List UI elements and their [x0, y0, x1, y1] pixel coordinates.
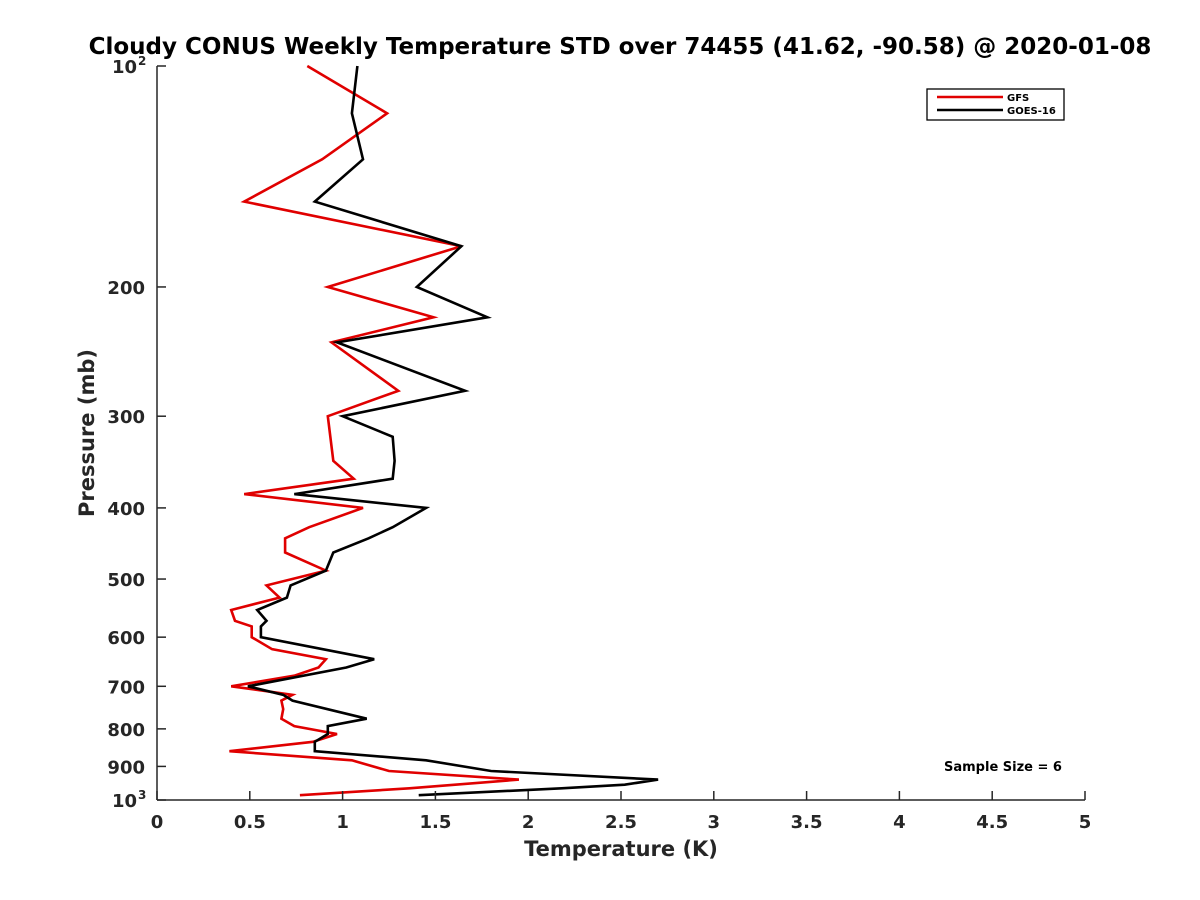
- y-tick-label: 900: [107, 757, 145, 778]
- plot-area: [229, 64, 659, 797]
- x-tick-label: 1.5: [419, 812, 451, 833]
- legend-label-gfs: GFS: [1007, 93, 1029, 104]
- x-tick-label: 2: [522, 812, 535, 833]
- chart-title: Cloudy CONUS Weekly Temperature STD over…: [89, 34, 1152, 60]
- legend: GFS GOES-16: [926, 88, 1065, 121]
- series-line-gfs: [229, 64, 520, 797]
- x-tick-label: 2.5: [605, 812, 637, 833]
- y-tick-label-base: 10: [112, 791, 137, 812]
- x-tick-label: 5: [1079, 812, 1092, 833]
- x-ticks: 0 0.5 1 1.5 2 2.5 3 3.5 4 4.5 5: [151, 791, 1092, 833]
- y-tick-label-exponent: 2: [138, 54, 146, 68]
- series-layer: [229, 64, 659, 797]
- sample-size-annotation: Sample Size = 6: [944, 760, 1062, 775]
- y-tick-label-base: 10: [112, 57, 137, 78]
- y-tick-label: 300: [107, 407, 145, 428]
- x-axis-label: Temperature (K): [524, 837, 718, 861]
- x-tick-label: 4.5: [976, 812, 1008, 833]
- x-tick-label: 3.5: [791, 812, 823, 833]
- y-tick-label-exponent: 3: [138, 788, 146, 802]
- y-axis-label: Pressure (mb): [75, 349, 99, 517]
- y-tick-label: 200: [107, 278, 145, 299]
- x-tick-label: 4: [893, 812, 906, 833]
- y-tick-label-power: 10 2: [112, 54, 146, 78]
- y-tick-label: 500: [107, 570, 145, 591]
- y-tick-label-power: 10 3: [112, 788, 146, 812]
- y-tick-label: 700: [107, 677, 145, 698]
- x-tick-label: 1: [336, 812, 349, 833]
- legend-label-goes-16: GOES-16: [1007, 106, 1056, 117]
- series-line-goes-16: [247, 65, 659, 797]
- x-tick-label: 0.5: [234, 812, 266, 833]
- x-tick-label: 0: [151, 812, 164, 833]
- legend-box: [926, 88, 1065, 121]
- y-tick-label: 400: [107, 499, 145, 520]
- y-tick-label: 600: [107, 628, 145, 649]
- y-tick-label: 800: [107, 720, 145, 741]
- axes: 0 0.5 1 1.5 2 2.5 3 3.5 4 4.5 5 10 2200300400500600…: [107, 54, 1091, 833]
- x-tick-label: 3: [708, 812, 721, 833]
